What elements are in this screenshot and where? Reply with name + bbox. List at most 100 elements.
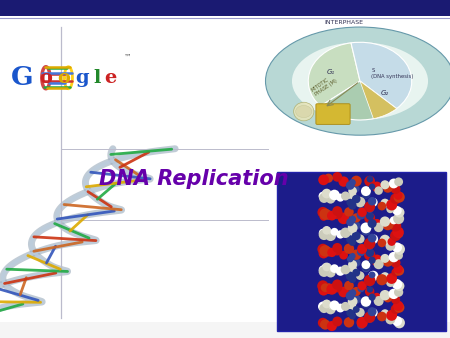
Point	[349, 305, 356, 310]
Point	[357, 207, 364, 212]
Point	[387, 207, 394, 212]
Point	[366, 215, 373, 221]
Point	[346, 220, 354, 225]
Point	[353, 270, 360, 275]
Point	[387, 317, 394, 322]
Point	[381, 200, 388, 206]
Point	[320, 230, 327, 236]
Point	[369, 198, 376, 204]
Point	[323, 265, 330, 271]
Point	[353, 297, 360, 302]
Point	[320, 320, 327, 325]
Text: l: l	[94, 69, 101, 87]
Point	[356, 236, 364, 242]
Point	[349, 290, 356, 296]
Point	[362, 191, 369, 196]
Point	[349, 225, 356, 231]
Point	[342, 267, 349, 272]
Point	[390, 255, 397, 260]
Circle shape	[296, 105, 312, 118]
Point	[331, 192, 338, 198]
Text: MITOTIC
PHASE (M): MITOTIC PHASE (M)	[310, 74, 338, 97]
Point	[337, 305, 344, 311]
Point	[323, 228, 330, 234]
Text: DNA Replication: DNA Replication	[99, 169, 288, 189]
Wedge shape	[308, 43, 360, 106]
Point	[353, 223, 360, 228]
Point	[342, 193, 349, 199]
Point	[366, 289, 373, 294]
Point	[334, 285, 341, 290]
Point	[346, 183, 354, 188]
Point	[373, 221, 380, 226]
Point	[366, 243, 373, 248]
Point	[320, 177, 327, 183]
Point	[353, 307, 360, 312]
Point	[392, 223, 399, 228]
Point	[349, 268, 356, 273]
Point	[320, 210, 327, 215]
Point	[327, 196, 334, 201]
Point	[375, 188, 382, 193]
Point	[346, 320, 353, 325]
Point	[349, 276, 356, 282]
Point	[320, 288, 327, 293]
Point	[349, 188, 356, 194]
Point	[381, 274, 388, 280]
Text: ™: ™	[124, 53, 131, 62]
Point	[357, 244, 364, 249]
Point	[356, 199, 364, 205]
Point	[340, 216, 347, 221]
Point	[357, 323, 364, 328]
Point	[369, 221, 376, 226]
Point	[331, 303, 338, 308]
Point	[396, 246, 403, 252]
Point	[362, 299, 369, 304]
Point	[340, 252, 347, 258]
Point	[384, 295, 392, 301]
Point	[327, 233, 334, 238]
Ellipse shape	[292, 42, 428, 120]
Point	[366, 250, 373, 256]
Point	[334, 282, 341, 287]
Point	[357, 212, 364, 218]
Point	[349, 254, 356, 259]
Point	[366, 252, 373, 258]
Point	[320, 269, 328, 274]
Point	[349, 240, 356, 245]
Point	[362, 188, 369, 194]
Point	[369, 294, 376, 300]
Point	[392, 270, 399, 275]
Point	[359, 246, 366, 252]
Point	[337, 232, 344, 237]
Point	[362, 262, 369, 267]
Point	[392, 297, 399, 302]
Point	[378, 203, 386, 209]
Point	[396, 305, 403, 310]
Point	[388, 202, 395, 208]
Point	[328, 213, 335, 218]
Point	[320, 267, 327, 272]
Point	[346, 209, 353, 215]
Point	[390, 218, 397, 223]
Point	[388, 276, 395, 281]
Point	[396, 210, 403, 215]
Point	[323, 228, 330, 233]
Point	[384, 185, 392, 190]
Point	[356, 310, 364, 315]
Point	[349, 262, 356, 267]
Point	[346, 293, 354, 298]
Point	[353, 215, 360, 221]
Point	[346, 273, 354, 279]
Point	[325, 175, 332, 181]
Point	[369, 273, 377, 279]
Point	[362, 228, 369, 234]
Point	[328, 323, 335, 329]
Point	[366, 176, 373, 182]
Point	[387, 280, 394, 285]
Point	[395, 230, 402, 235]
Point	[322, 211, 329, 217]
Ellipse shape	[293, 102, 314, 121]
Point	[320, 306, 328, 311]
Bar	[0, 0, 450, 16]
